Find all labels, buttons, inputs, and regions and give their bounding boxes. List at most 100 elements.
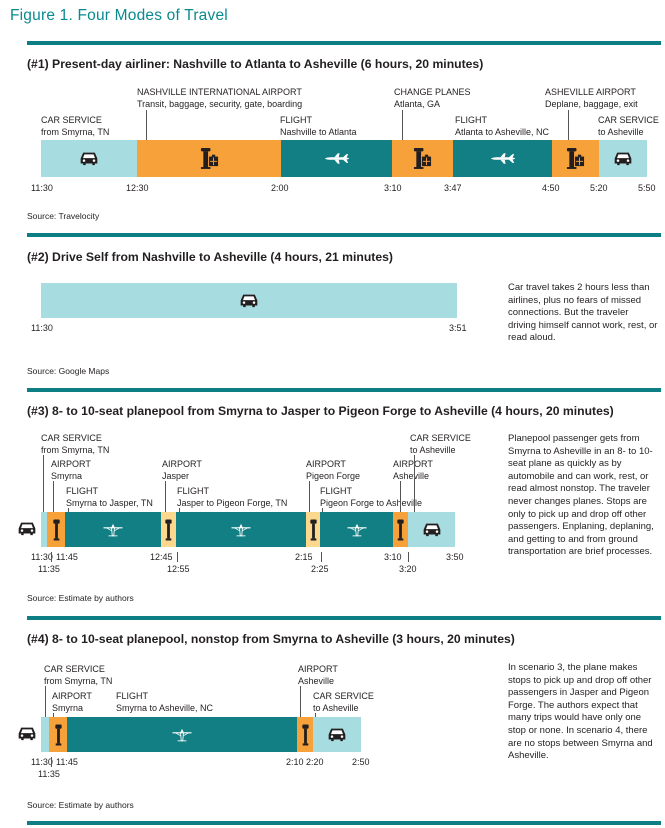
s3-leader-line: [309, 481, 310, 512]
s3-car-segment: [41, 512, 47, 547]
s3-leader-line: [43, 455, 44, 512]
bottom-rule: [27, 821, 661, 825]
small-plane-icon: [230, 523, 252, 537]
control-tower-icon: [310, 518, 317, 542]
s3-car-service-from-label: CAR SERVICE from Smyrna, TN: [41, 433, 110, 455]
s3-airport-pigeon-forge-segment: [306, 512, 320, 547]
s2-source: Source: Google Maps: [27, 366, 110, 376]
car-icon: [613, 151, 633, 166]
control-tower-icon: [302, 723, 309, 747]
s1-leader-line: [402, 110, 403, 140]
s1-source: Source: Travelocity: [27, 211, 100, 221]
s1-flight-1-label: FLIGHT Nashville to Atlanta: [280, 115, 357, 137]
s1-change-planes-label: CHANGE PLANES Atlanta, GA: [394, 87, 471, 109]
airport-tower-icon: [413, 148, 432, 169]
s3-car-segment: [408, 512, 455, 547]
s1-time-label: 12:30: [126, 183, 149, 193]
s1-airport-segment: [552, 140, 599, 177]
s1-asheville-airport-label: ASHEVILLE AIRPORT Deplane, baggage, exit: [545, 87, 638, 109]
s3-airport-smyrna-label: AIRPORT Smyrna: [51, 459, 91, 481]
s3-airport-smyrna-segment: [47, 512, 65, 547]
control-tower-icon: [53, 518, 60, 542]
s3-flight-segment: [65, 512, 161, 547]
s2-time-label: 11:30: [31, 323, 53, 333]
s4-time-label: 2:50: [352, 757, 370, 767]
s3-leader-line: [179, 508, 180, 512]
s4-time-label: 11:35: [38, 769, 60, 779]
s4-time-label: 11:45: [56, 757, 78, 767]
s4-side-note: In scenario 3, the plane makes stops to …: [508, 662, 653, 762]
s3-time-label: 12:55: [167, 564, 190, 574]
s1-leader-line: [146, 110, 147, 140]
s3-car-service-to-label: CAR SERVICE to Asheville: [410, 433, 471, 455]
s3-flight-1-label: FLIGHT Smyrna to Jasper, TN: [66, 486, 153, 508]
s4-time-label: 2:10: [286, 757, 304, 767]
airplane-icon: [324, 153, 350, 164]
s3-flight-segment: [320, 512, 393, 547]
figure-title: Figure 1. Four Modes of Travel: [10, 7, 228, 24]
s4-car-origin: [17, 726, 37, 741]
s3-leader-line: [68, 508, 69, 512]
small-plane-icon: [171, 728, 193, 742]
s2-time-label: 3:51: [449, 323, 467, 333]
s4-car-segment: [41, 717, 49, 752]
section-2-title: (#2) Drive Self from Nashville to Ashevi…: [27, 250, 393, 264]
section-1-title: (#1) Present-day airliner: Nashville to …: [27, 57, 484, 71]
section-1-top-rule: [27, 41, 661, 45]
s3-time-label: 2:25: [311, 564, 329, 574]
s4-airport-smyrna-label: AIRPORT Smyrna: [52, 691, 92, 713]
s1-time-label: 11:30: [31, 183, 53, 193]
section-4-title: (#4) 8- to 10-seat planepool, nonstop fr…: [27, 632, 515, 646]
car-icon: [79, 151, 99, 166]
s2-car-segment: [41, 283, 457, 318]
car-icon: [422, 522, 442, 537]
s3-leader-line: [400, 481, 401, 512]
s1-car-segment: [41, 140, 137, 177]
s4-leader-line: [45, 686, 46, 717]
s1-time-label: 4:50: [542, 183, 560, 193]
s1-nashville-airport-label: NASHVILLE INTERNATIONAL AIRPORT Transit, …: [137, 87, 303, 109]
s1-change-planes-segment: [392, 140, 453, 177]
s3-time-separator: [51, 552, 52, 562]
s4-airport-smyrna-segment: [49, 717, 67, 752]
s3-leader-line: [322, 508, 323, 512]
s3-source: Source: Estimate by authors: [27, 593, 134, 603]
s1-airport-segment: [137, 140, 281, 177]
s4-leader-line: [53, 713, 54, 717]
s3-time-separator: [408, 552, 409, 562]
s1-time-label: 2:00: [271, 183, 289, 193]
s1-flight-2-label: FLIGHT Atlanta to Asheville, NC: [455, 115, 550, 137]
s4-airport-asheville-segment: [297, 717, 313, 752]
s3-flight-segment: [176, 512, 306, 547]
s3-time-label: 12:45: [150, 552, 173, 562]
s3-car-origin: [17, 521, 37, 536]
control-tower-icon: [55, 723, 62, 747]
s4-airport-asheville-label: AIRPORT Asheville: [298, 664, 338, 686]
s1-time-label: 3:10: [384, 183, 402, 193]
section-3-title: (#3) 8- to 10-seat planepool from Smyrna…: [27, 404, 614, 418]
small-plane-icon: [346, 523, 368, 537]
car-icon: [17, 521, 37, 536]
s3-airport-jasper-label: AIRPORT Jasper: [162, 459, 202, 481]
s4-source: Source: Estimate by authors: [27, 800, 134, 810]
s4-time-label: 2:20: [306, 757, 324, 767]
s3-leader-line: [53, 481, 54, 512]
s4-leader-line: [300, 686, 301, 717]
s2-side-note: Car travel takes 2 hours less than airli…: [508, 282, 658, 344]
s4-leader-line: [315, 713, 316, 717]
s3-airport-asheville-label: AIRPORT Asheville: [393, 459, 433, 481]
car-icon: [239, 293, 259, 308]
s3-leader-line: [414, 455, 415, 512]
s3-time-label: 2:15: [295, 552, 313, 562]
s3-time-separator: [177, 552, 178, 562]
s3-airport-asheville-segment: [393, 512, 408, 547]
s1-car-service-to-label: CAR SERVICE to Asheville: [598, 115, 659, 137]
s4-car-service-from-label: CAR SERVICE from Smyrna, TN: [44, 664, 113, 686]
s3-time-label: 11:30: [31, 552, 53, 562]
s3-leader-line: [165, 481, 166, 512]
section-4-top-rule: [27, 616, 661, 620]
s1-flight-segment: [453, 140, 552, 177]
s1-leader-line: [568, 110, 569, 140]
s3-time-separator: [321, 552, 322, 562]
s3-flight-3-label: FLIGHT Pigeon Forge to Asheville: [320, 486, 423, 508]
